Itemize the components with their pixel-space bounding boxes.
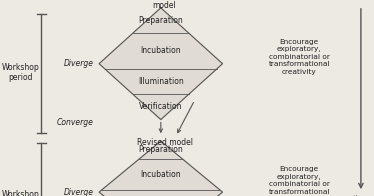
Text: Preparation: Preparation [138,145,183,154]
Text: Preparation: Preparation [138,16,183,25]
Text: Diverge: Diverge [64,188,94,196]
Text: Illumination: Illumination [138,77,184,86]
Polygon shape [99,141,223,196]
Text: model: model [153,1,177,10]
Text: Encourage
exploratory,
combinatorial or
transformational
creativity: Encourage exploratory, combinatorial or … [269,39,330,75]
Text: Workshop
period: Workshop period [2,190,39,196]
Text: Diverge: Diverge [64,59,94,68]
Text: Converge: Converge [56,118,94,127]
Text: Incubation: Incubation [141,170,181,179]
Text: Revised model: Revised model [137,138,193,147]
Text: Encourage
exploratory,
combinatorial or
transformational
creativity: Encourage exploratory, combinatorial or … [269,166,330,196]
Text: Incubation: Incubation [141,46,181,55]
Text: Workshop
period: Workshop period [2,63,39,82]
Polygon shape [99,8,223,120]
Text: time: time [352,195,370,196]
Text: Verification: Verification [139,102,183,111]
